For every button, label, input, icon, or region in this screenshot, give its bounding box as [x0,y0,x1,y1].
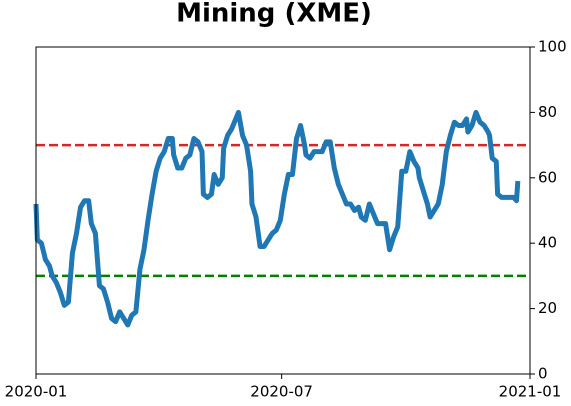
y-tick-label: 40 [538,234,557,252]
x-tick-label: 2021-01 [499,383,562,401]
x-tick-label: 2020-01 [5,383,68,401]
y-tick-label: 20 [538,299,557,317]
y-tick-label: 60 [538,168,557,186]
plot-frame [35,46,531,375]
y-tick-label: 80 [538,103,557,121]
y-tick-label: 100 [538,38,567,56]
chart-title: Mining (XME) [176,0,372,29]
y-tick-label: 0 [538,365,548,383]
data-line [33,109,521,328]
x-tick-label: 2020-07 [250,383,313,401]
